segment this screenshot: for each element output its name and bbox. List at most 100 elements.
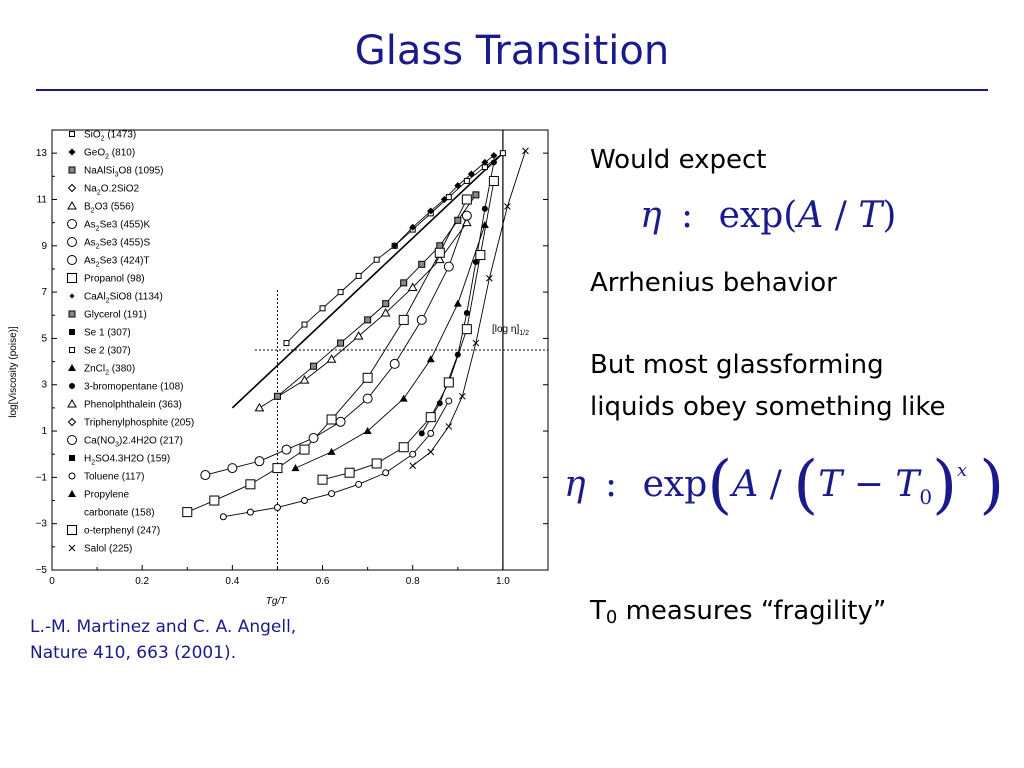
legend-label-main: H xyxy=(84,454,91,465)
data-point xyxy=(301,497,309,505)
data-point xyxy=(443,377,454,388)
data-point xyxy=(246,508,254,516)
legend-label-rest: Se3 (455)S xyxy=(100,238,151,249)
data-point xyxy=(326,354,337,363)
var-t: T xyxy=(858,195,883,236)
fragility-rest: measures “fragility” xyxy=(617,596,887,626)
data-point xyxy=(355,272,362,279)
legend-label: H2SO4.3H2O (159) xyxy=(84,454,170,467)
legend-marker xyxy=(67,200,77,210)
arrhenius-equation: η : exp(A / T) xyxy=(640,195,896,236)
eta-symbol: η xyxy=(640,195,662,236)
y-tick-label: 9 xyxy=(41,241,47,252)
series-curve xyxy=(223,400,450,518)
legend-label-main: Se 1 (307) xyxy=(84,328,131,339)
data-point xyxy=(490,159,497,166)
data-point xyxy=(481,205,488,212)
legend-label: Triphenylphosphite (205) xyxy=(84,418,194,429)
data-point xyxy=(454,216,462,224)
fragility-sub: 0 xyxy=(605,607,618,628)
data-point xyxy=(445,423,453,430)
y-tick-label: 3 xyxy=(41,380,47,391)
data-point xyxy=(409,462,417,470)
legend-label-rest: O3 (556) xyxy=(95,202,134,213)
legend-marker xyxy=(68,148,76,156)
legend-marker xyxy=(69,329,75,335)
legend-label-main: As xyxy=(84,220,96,231)
data-point xyxy=(463,177,470,184)
inner-left-paren: ( xyxy=(793,448,819,522)
data-point xyxy=(353,331,364,340)
legend-label-main: Na xyxy=(84,184,97,195)
legend-label: GeO2 (810) xyxy=(84,148,135,161)
legend-label: SiO2 (1473) xyxy=(84,130,136,143)
legend-marker xyxy=(68,490,76,497)
legend-label-sub: 2 xyxy=(96,262,100,269)
legend-label-sub: 2 xyxy=(106,298,110,305)
series-curve xyxy=(205,215,468,476)
legend-label-sub: 3 xyxy=(115,172,119,179)
legend-marker xyxy=(67,237,77,247)
data-point xyxy=(461,210,472,221)
data-point xyxy=(454,351,461,358)
data-point xyxy=(327,447,336,455)
data-point xyxy=(436,400,443,407)
legend-label-main: Phenolphthalein (363) xyxy=(84,400,182,411)
legend-label: Phenolphthalein (363) xyxy=(84,400,182,411)
data-point xyxy=(434,247,445,258)
arrhenius-behavior-text: Arrhenius behavior xyxy=(590,268,837,298)
slash: / xyxy=(823,195,859,236)
legend-label-rest: (810) xyxy=(109,148,135,159)
data-point xyxy=(317,474,328,485)
chart-legend: SiO2 (1473)GeO2 (810)NaAlSi3O8 (1095)Na2… xyxy=(67,130,194,555)
legend-label: carbonate (158) xyxy=(84,508,155,519)
slash-2: / xyxy=(758,464,794,505)
legend-label-main: o-terphenyl (247) xyxy=(84,526,160,537)
citation: L.-M. Martinez and C. A. Angell, Nature … xyxy=(30,614,296,666)
legend-marker xyxy=(69,293,75,299)
legend-label: o-terphenyl (247) xyxy=(84,526,160,537)
data-point xyxy=(480,220,489,228)
data-point xyxy=(472,191,480,199)
legend-label-main: ZnCl xyxy=(84,364,105,375)
citation-line-1: L.-M. Martinez and C. A. Angell, xyxy=(30,617,297,637)
data-point xyxy=(416,314,427,325)
data-point xyxy=(461,217,472,227)
would-expect-text: Would expect xyxy=(590,145,767,175)
fragility-t: T xyxy=(590,596,606,626)
viscosity-chart: 0 0.2 0.4 0.6 0.8 1.0 −5 −3 −1 1 3 5 7 9 11 13 SiO2 (14… xyxy=(6,112,558,612)
chart-curves xyxy=(187,150,526,518)
series-curve xyxy=(187,199,468,513)
legend-label-main: Propylene xyxy=(84,490,129,501)
legend-label-main: Se 2 (307) xyxy=(84,346,131,357)
legend-label: Toluene (117) xyxy=(84,472,144,483)
legend-label-sub: 2 xyxy=(101,136,105,143)
data-point xyxy=(427,429,435,437)
sim-symbol: : xyxy=(681,195,694,236)
legend-label-rest: )2.4H2O (217) xyxy=(119,436,183,447)
data-point xyxy=(301,321,308,328)
legend-label-rest: O.2SiO2 xyxy=(101,184,140,195)
legend-label-main: Ca(NO xyxy=(84,436,115,447)
var-a: A xyxy=(797,195,824,236)
data-point xyxy=(227,463,238,474)
legend-label-main: Triphenylphosphite (205) xyxy=(84,418,194,429)
legend-label-main: CaAl xyxy=(84,292,106,303)
eta-symbol-2: η xyxy=(564,464,586,505)
data-point xyxy=(458,392,466,400)
data-point xyxy=(418,260,426,268)
legend-marker xyxy=(67,417,77,427)
x-tick-label: 0.6 xyxy=(316,576,330,587)
legend-marker xyxy=(67,183,77,193)
data-point xyxy=(299,375,310,384)
legend-label-main: SiO xyxy=(84,130,101,141)
annotation-log-eta-half: [log η]1/2 xyxy=(492,324,529,337)
series-curve xyxy=(277,194,477,397)
data-point xyxy=(522,147,529,155)
data-point xyxy=(281,444,292,455)
data-point xyxy=(337,339,345,347)
y-tick-label: 7 xyxy=(41,287,47,298)
y-tick-label: −5 xyxy=(36,565,48,576)
x-tick-label: 0.4 xyxy=(225,576,239,587)
y-tick-label: 13 xyxy=(36,148,48,159)
